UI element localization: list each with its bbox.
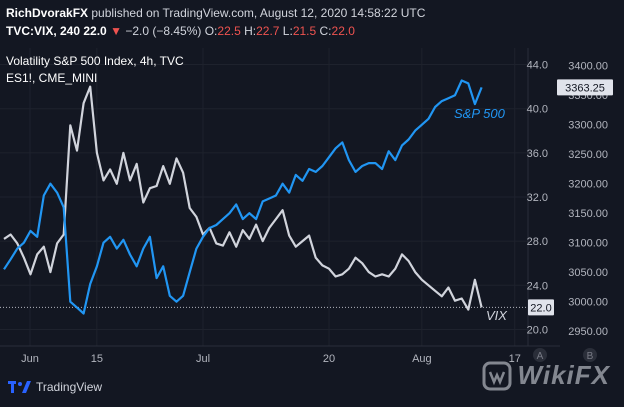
time-axis[interactable]: Jun 15 Jul 20 Aug 17: [21, 353, 521, 365]
study-es-title: ES1!, CME_MINI: [6, 71, 98, 85]
spx-tick-label: 3050.00: [568, 267, 608, 279]
vix-tick-label: 32.0: [527, 192, 548, 204]
low-label: L:: [282, 24, 293, 38]
spx-tick-label: 3100.00: [568, 238, 608, 250]
vix-last-price-badge: 22.0: [530, 302, 551, 314]
spx-tick-label: 2950.00: [568, 326, 608, 338]
time-tick-label: 17: [509, 353, 521, 365]
spx-series-label: S&P 500: [454, 106, 506, 121]
high-label: H:: [244, 24, 257, 38]
close-value: 22.0: [331, 24, 355, 38]
scale-button-label: B: [587, 351, 594, 362]
last-value: 22.0: [83, 24, 107, 38]
open-label: O:: [204, 24, 218, 38]
spx-tick-label: 3000.00: [568, 297, 608, 309]
spx-tick-label: 3200.00: [568, 179, 608, 191]
spx-tick-label: 3250.00: [568, 149, 608, 161]
vix-tick-label: 28.0: [527, 236, 548, 248]
tradingview-brand: TradingView: [36, 380, 103, 394]
vix-tick-label: 20.0: [527, 324, 548, 336]
ohlc-line: TVC:VIX, 240 22.0 ▼ −2.0 (−8.45%) O:22.5…: [6, 24, 355, 38]
publish-line: RichDvorakFX published on TradingView.co…: [6, 6, 425, 20]
vix-tick-label: 36.0: [527, 148, 548, 160]
down-arrow-icon: ▼: [110, 24, 122, 38]
spx-tick-label: 3300.00: [568, 120, 608, 132]
wikifx-text: WikiFX: [517, 360, 610, 390]
scale-button-label: A: [537, 351, 544, 362]
close-label: C:: [319, 24, 332, 38]
symbol-label[interactable]: TVC:VIX, 240: [6, 24, 81, 38]
wikifx-watermark: WikiFX: [482, 360, 610, 391]
spx-tick-label: 3150.00: [568, 208, 608, 220]
vix-last-price-badge-bg: [528, 299, 554, 316]
study-legend-es[interactable]: ES1!, CME_MINI: [6, 71, 97, 85]
tradingview-logo-icon: [8, 381, 31, 393]
tradingview-logo[interactable]: TradingView: [8, 380, 102, 394]
vix-axis[interactable]: 20.0 24.0 28.0 32.0 36.0 40.0 44.0: [527, 60, 548, 337]
spx-last-price-badge-bg: [557, 79, 613, 96]
study-legend-vix[interactable]: Volatility S&P 500 Index, 4h, TVC: [6, 54, 184, 68]
wikifx-logo-icon: [482, 361, 512, 390]
study-vix-title: Volatility S&P 500 Index, 4h, TVC: [6, 54, 184, 68]
chart-grid: [0, 48, 528, 346]
low-value: 21.5: [292, 24, 317, 38]
spx-series-line: [3, 79, 483, 315]
change-value: −2.0 (−8.45%): [125, 24, 202, 38]
vix-series-label: VIX: [486, 308, 508, 323]
published-text: published on TradingView.com, August 12,…: [91, 6, 426, 20]
open-value: 22.5: [217, 24, 241, 38]
high-value: 22.7: [256, 24, 280, 38]
vix-tick-label: 24.0: [527, 280, 548, 292]
time-tick-label: 20: [323, 353, 335, 365]
vix-tick-label: 40.0: [527, 104, 548, 116]
spx-axis[interactable]: 2950.00 3000.00 3050.00 3100.00 3150.00 3200.…: [568, 61, 608, 339]
time-tick-label: Aug: [412, 353, 432, 365]
time-tick-label: Jul: [196, 353, 210, 365]
author-name[interactable]: RichDvorakFX: [6, 6, 89, 20]
time-tick-label: 15: [91, 353, 103, 365]
time-tick-label: Jun: [21, 353, 39, 365]
scale-button-a[interactable]: [533, 348, 547, 362]
vix-tick-label: 44.0: [527, 60, 548, 72]
spx-last-price-badge: 3363.25: [565, 82, 605, 94]
spx-tick-label: 3400.00: [568, 61, 608, 73]
vix-series-line: [3, 85, 483, 311]
scale-button-b[interactable]: [583, 348, 597, 362]
